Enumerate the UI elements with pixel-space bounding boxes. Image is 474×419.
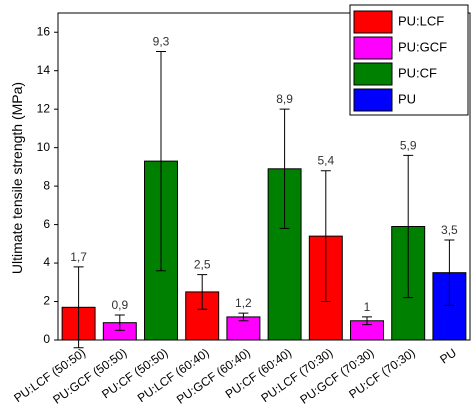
value-label: 1,7 <box>70 250 87 264</box>
y-tick-label: 4 <box>43 255 50 269</box>
value-label: 3,5 <box>441 223 458 237</box>
value-label: 5,4 <box>317 154 334 168</box>
value-label: 8,9 <box>276 92 293 106</box>
value-label: 1 <box>364 300 371 314</box>
error-bar <box>320 170 331 303</box>
legend-swatch <box>353 62 393 86</box>
legend-swatch <box>353 88 393 112</box>
value-label: 1,2 <box>235 296 252 310</box>
error-bar <box>114 314 125 331</box>
error-bar <box>238 312 249 322</box>
y-tick-label: 2 <box>43 294 50 308</box>
error-bar <box>156 50 166 272</box>
error-bar <box>403 154 414 299</box>
error-bar <box>73 266 84 349</box>
y-tick-label: 16 <box>37 24 51 38</box>
value-label: 2,5 <box>194 258 211 272</box>
x-tick-label: PU:LCF (50:50) <box>11 346 88 406</box>
legend-swatch <box>353 36 393 60</box>
legend-label: PU:LCF <box>398 13 444 28</box>
error-bar <box>444 239 455 306</box>
value-label: 0,9 <box>111 298 128 312</box>
y-tick-label: 14 <box>37 63 51 77</box>
legend-label: PU:CF <box>398 65 437 80</box>
plot-frame <box>57 12 471 341</box>
legend-label: PU:GCF <box>398 39 447 54</box>
value-label: 5,9 <box>400 138 417 152</box>
y-tick-label: 6 <box>43 217 50 231</box>
x-tick-label: PU:LCF (70:30) <box>258 346 335 406</box>
y-tick-label: 0 <box>43 332 50 346</box>
legend-swatch <box>353 10 393 34</box>
y-axis-label: Ultimate tensile strength (MPa) <box>9 82 25 274</box>
error-bar <box>197 274 208 310</box>
x-tick-label: PU:LCF (60:40) <box>135 346 212 406</box>
legend-label: PU <box>398 91 416 106</box>
y-tick-label: 12 <box>37 101 51 115</box>
value-label: 9,3 <box>153 34 170 48</box>
x-tick-label: PU <box>437 346 459 367</box>
error-bar <box>279 108 290 229</box>
error-bar <box>362 316 372 326</box>
y-tick-label: 8 <box>43 178 50 192</box>
y-tick-label: 10 <box>37 140 51 154</box>
